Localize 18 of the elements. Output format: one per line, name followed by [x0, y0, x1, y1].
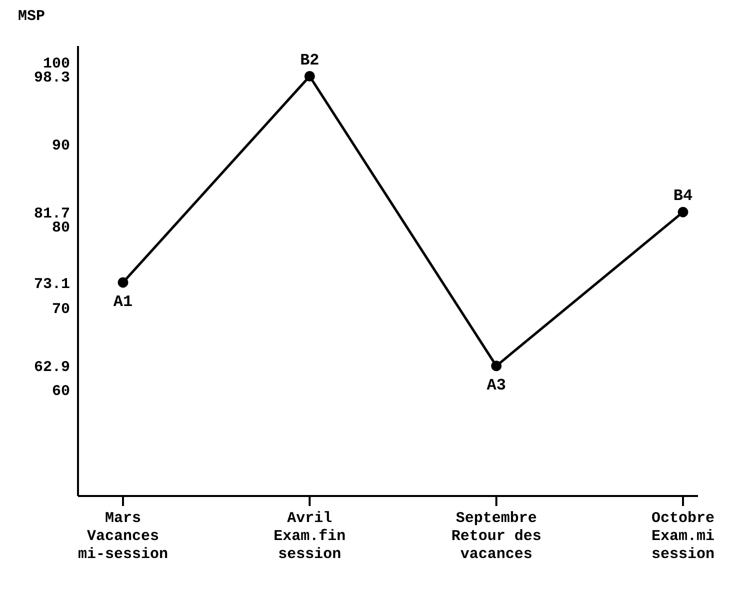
annotation: B4: [673, 187, 693, 206]
point: [491, 360, 502, 372]
y-axis-title: MSP: [18, 8, 46, 26]
x-tick-label: Mars Vacances mi-session: [78, 510, 168, 563]
point: [304, 71, 315, 82]
y-tick-label: 90: [52, 138, 70, 155]
y-tick-label: 73.1: [34, 276, 70, 293]
y-tick-label: 62.9: [34, 359, 70, 376]
x-tick-label: Octobre Exam.mi session: [651, 510, 715, 563]
y-tick-label: 70: [52, 301, 70, 318]
point: [678, 206, 688, 218]
annotation: A1: [113, 292, 133, 311]
x-tick-label: Avril Exam.fin session: [274, 510, 346, 563]
annotation: A3: [486, 376, 506, 394]
annotation: B2: [300, 51, 320, 70]
point: [118, 277, 128, 288]
y-tick-label: 60: [52, 382, 70, 400]
x-tick-label: Septembre Retour des vacances: [451, 510, 542, 563]
